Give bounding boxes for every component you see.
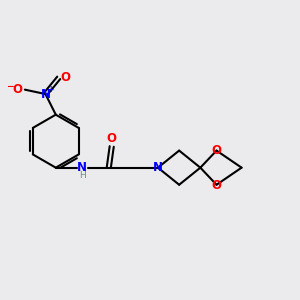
Text: +: + bbox=[47, 85, 54, 94]
Text: O: O bbox=[212, 179, 221, 192]
Text: O: O bbox=[60, 71, 70, 84]
Text: N: N bbox=[40, 88, 50, 100]
Text: −: − bbox=[6, 82, 13, 91]
Text: N: N bbox=[153, 161, 163, 174]
Text: O: O bbox=[107, 132, 117, 145]
Text: O: O bbox=[212, 143, 221, 157]
Text: H: H bbox=[79, 171, 86, 180]
Text: N: N bbox=[77, 161, 87, 174]
Text: O: O bbox=[13, 83, 22, 96]
